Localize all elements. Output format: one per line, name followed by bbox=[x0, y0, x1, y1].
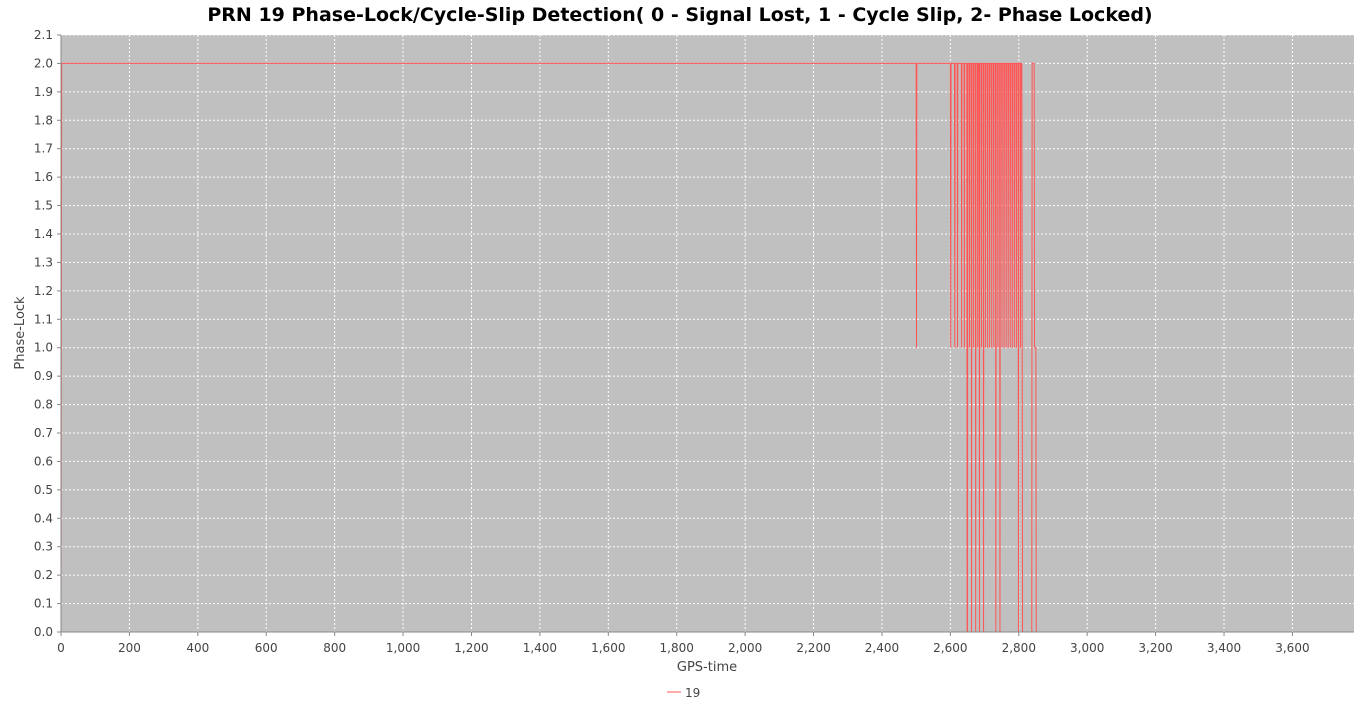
legend-label-19: 19 bbox=[685, 686, 700, 700]
y-tick-label: 1.1 bbox=[34, 312, 53, 326]
x-tick-label: 2,200 bbox=[796, 641, 830, 655]
x-tick-label: 0 bbox=[57, 641, 65, 655]
x-tick-label: 2,600 bbox=[933, 641, 967, 655]
x-tick-label: 200 bbox=[118, 641, 141, 655]
y-tick-label: 1.2 bbox=[34, 284, 53, 298]
x-tick-label: 400 bbox=[186, 641, 209, 655]
y-tick-label: 2.1 bbox=[34, 28, 53, 42]
x-tick-label: 2,000 bbox=[728, 641, 762, 655]
y-tick-label: 1.4 bbox=[34, 227, 53, 241]
x-tick-label: 3,000 bbox=[1070, 641, 1104, 655]
x-tick-label: 1,800 bbox=[660, 641, 694, 655]
y-tick-label: 2.0 bbox=[34, 56, 53, 70]
y-tick-label: 0.7 bbox=[34, 426, 53, 440]
x-axis-label: GPS-time bbox=[677, 660, 737, 675]
y-tick-label: 0.9 bbox=[34, 369, 53, 383]
y-tick-label: 1.0 bbox=[34, 341, 53, 355]
x-tick-label: 3,600 bbox=[1275, 641, 1309, 655]
y-tick-label: 1.3 bbox=[34, 255, 53, 269]
y-axis-ticks: 0.0 0.1 0.2 0.3 0.4 0.5 0.6 0.7 0.8 0.9 1.0 1.1 1.2 1… bbox=[34, 28, 61, 639]
y-tick-label: 0.1 bbox=[34, 597, 53, 611]
series-group bbox=[60, 62, 1293, 633]
grid-lines bbox=[61, 34, 1354, 632]
x-tick-label: 1,600 bbox=[591, 641, 625, 655]
x-tick-label: 1,400 bbox=[523, 641, 557, 655]
plot-area bbox=[61, 35, 1354, 632]
x-tick-label: 3,200 bbox=[1138, 641, 1172, 655]
x-tick-label: 3,400 bbox=[1207, 641, 1241, 655]
x-tick-label: 2,400 bbox=[865, 641, 899, 655]
y-tick-label: 1.9 bbox=[34, 85, 53, 99]
y-axis-label: Phase-Lock bbox=[13, 296, 28, 370]
series-line-19 bbox=[60, 62, 1293, 633]
y-tick-label: 1.6 bbox=[34, 170, 53, 184]
x-tick-label: 1,000 bbox=[386, 641, 420, 655]
y-tick-label: 0.6 bbox=[34, 454, 53, 468]
y-tick-label: 0.2 bbox=[34, 568, 53, 582]
x-tick-label: 1,200 bbox=[454, 641, 488, 655]
y-tick-label: 1.5 bbox=[34, 199, 53, 213]
x-tick-label: 2,800 bbox=[1002, 641, 1036, 655]
x-axis-ticks: 0 200 400 600 800 1,000 1,200 1,400 1,600 1,800 2,… bbox=[57, 632, 1310, 655]
y-tick-label: 0.4 bbox=[34, 511, 53, 525]
y-tick-label: 0.5 bbox=[34, 483, 53, 497]
chart-title: PRN 19 Phase-Lock/Cycle-Slip Detection( … bbox=[207, 4, 1152, 26]
y-tick-label: 0.3 bbox=[34, 540, 53, 554]
y-tick-label: 1.8 bbox=[34, 113, 53, 127]
y-tick-label: 0.0 bbox=[34, 625, 53, 639]
legend: 19 bbox=[667, 686, 700, 700]
x-tick-label: 800 bbox=[323, 641, 346, 655]
y-tick-label: 0.8 bbox=[34, 398, 53, 412]
x-tick-label: 600 bbox=[255, 641, 278, 655]
y-tick-label: 1.7 bbox=[34, 142, 53, 156]
